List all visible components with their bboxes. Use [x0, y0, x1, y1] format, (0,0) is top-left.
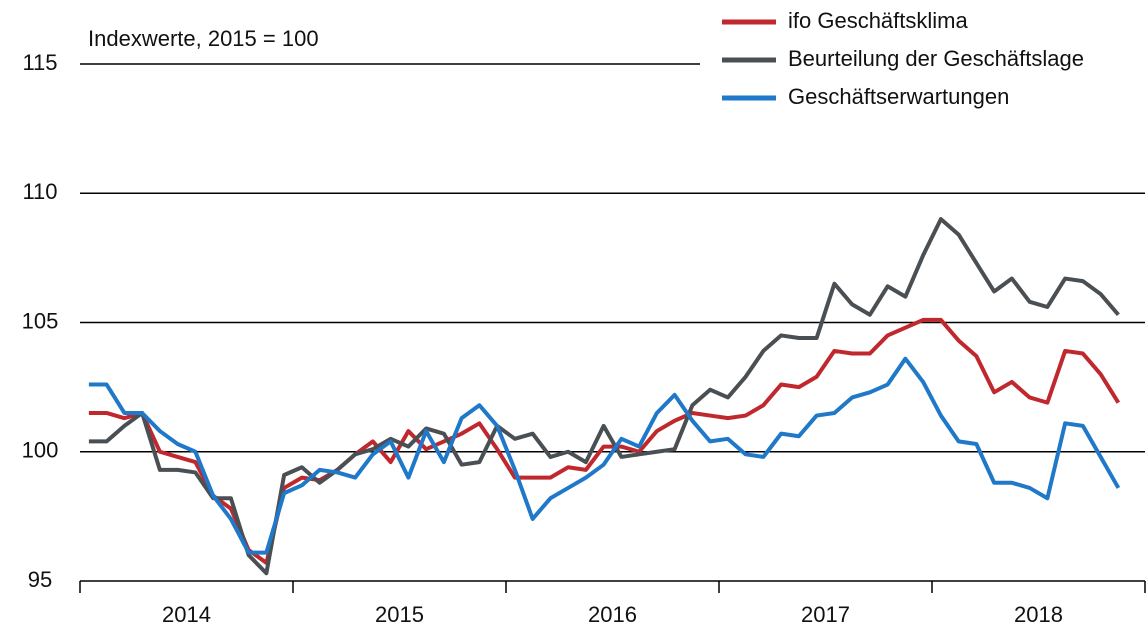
x-tick-label: 2015: [375, 602, 424, 627]
y-tick-label: 115: [22, 50, 57, 75]
y-tick-label: 100: [22, 438, 59, 463]
y-tick-label: 110: [22, 179, 57, 204]
line-series: [88, 217, 1120, 576]
x-tick-label: 2018: [1014, 602, 1063, 627]
x-tick-label: 2016: [588, 602, 637, 627]
line-series: [88, 356, 1121, 555]
x-tick-label: 2014: [162, 602, 211, 627]
x-tick-label: 2017: [801, 602, 850, 627]
annotation: Indexwerte, 2015 = 100: [88, 26, 319, 51]
legend: ifo Geschäftsklima Beurteilung der Geschä…: [700, 0, 1147, 118]
y-tick-label: 105: [22, 308, 59, 333]
legend-label: Geschäftserwartungen: [788, 84, 1009, 109]
legend-label: Beurteilung der Geschäftslage: [788, 46, 1084, 71]
y-tick-label: 95: [28, 567, 52, 592]
legend-label: ifo Geschäftsklima: [788, 8, 968, 33]
line-series: [88, 317, 1121, 565]
